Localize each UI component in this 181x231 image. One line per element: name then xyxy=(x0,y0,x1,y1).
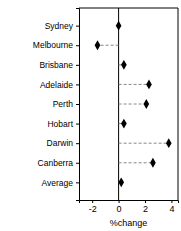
stem xyxy=(119,84,149,85)
y-tick: Perth xyxy=(53,99,79,109)
y-tick-mark xyxy=(76,104,79,105)
x-tick: 2 xyxy=(143,200,148,214)
y-tick-label: Darwin xyxy=(47,138,74,148)
y-tick: Darwin xyxy=(47,138,79,148)
y-tick: Average xyxy=(41,178,79,188)
y-tick-label: Adelaide xyxy=(40,80,73,90)
y-tick: Hobart xyxy=(47,119,79,129)
x-tick: 4 xyxy=(169,200,174,214)
marker xyxy=(95,40,101,50)
y-tick-label: Brisbane xyxy=(39,60,73,70)
stem xyxy=(119,162,153,163)
y-tick: Adelaide xyxy=(40,80,79,90)
y-tick-mark xyxy=(76,163,79,164)
x-tick: 0 xyxy=(117,200,122,214)
x-tick-mark xyxy=(145,200,146,203)
marker xyxy=(121,119,127,129)
y-tick-mark xyxy=(76,65,79,66)
stem xyxy=(119,143,169,144)
x-tick-mark xyxy=(92,200,93,203)
y-axis-line xyxy=(76,9,80,201)
y-tick-label: Canberra xyxy=(38,158,74,168)
frame xyxy=(79,8,178,9)
y-tick-mark xyxy=(76,26,79,27)
marker xyxy=(150,158,156,168)
x-tick: -2 xyxy=(89,200,97,214)
marker xyxy=(146,79,152,89)
y-tick: Sydney xyxy=(45,21,79,31)
x-tick-label: 2 xyxy=(143,204,148,214)
marker xyxy=(121,60,127,70)
y-tick-mark xyxy=(76,84,79,85)
x-axis: -2 0 2 4 xyxy=(80,200,179,214)
y-tick-mark xyxy=(76,124,79,125)
y-tick-label: Perth xyxy=(53,99,74,109)
marker xyxy=(143,99,149,109)
marker xyxy=(166,138,172,148)
y-tick-label: Melbourne xyxy=(33,40,73,50)
stem xyxy=(97,45,118,46)
stem xyxy=(119,104,147,105)
chart: -2 0 2 4 Sydney Melbourne Brisbane Adelaide Pert… xyxy=(0,0,181,231)
marker xyxy=(118,177,124,187)
y-tick-mark xyxy=(76,143,79,144)
plot-area xyxy=(95,21,172,188)
x-tick-label: -2 xyxy=(89,204,97,214)
x-tick-mark xyxy=(119,200,120,203)
x-tick-label: 0 xyxy=(117,204,122,214)
x-axis-title: %change xyxy=(110,218,148,228)
y-tick-mark xyxy=(76,182,79,183)
y-tick: Melbourne xyxy=(33,40,79,50)
x-axis-line xyxy=(80,201,179,204)
y-tick: Canberra xyxy=(38,158,79,168)
y-tick: Brisbane xyxy=(39,60,79,70)
y-tick-label: Average xyxy=(41,178,73,188)
x-tick-mark xyxy=(171,200,172,203)
marker xyxy=(116,21,122,31)
frame xyxy=(178,8,179,200)
y-tick-label: Hobart xyxy=(47,119,73,129)
x-tick-label: 4 xyxy=(169,204,174,214)
y-axis: Sydney Melbourne Brisbane Adelaide Perth Hoba… xyxy=(33,9,80,201)
y-tick-label: Sydney xyxy=(45,21,74,31)
y-tick-mark xyxy=(76,45,79,46)
